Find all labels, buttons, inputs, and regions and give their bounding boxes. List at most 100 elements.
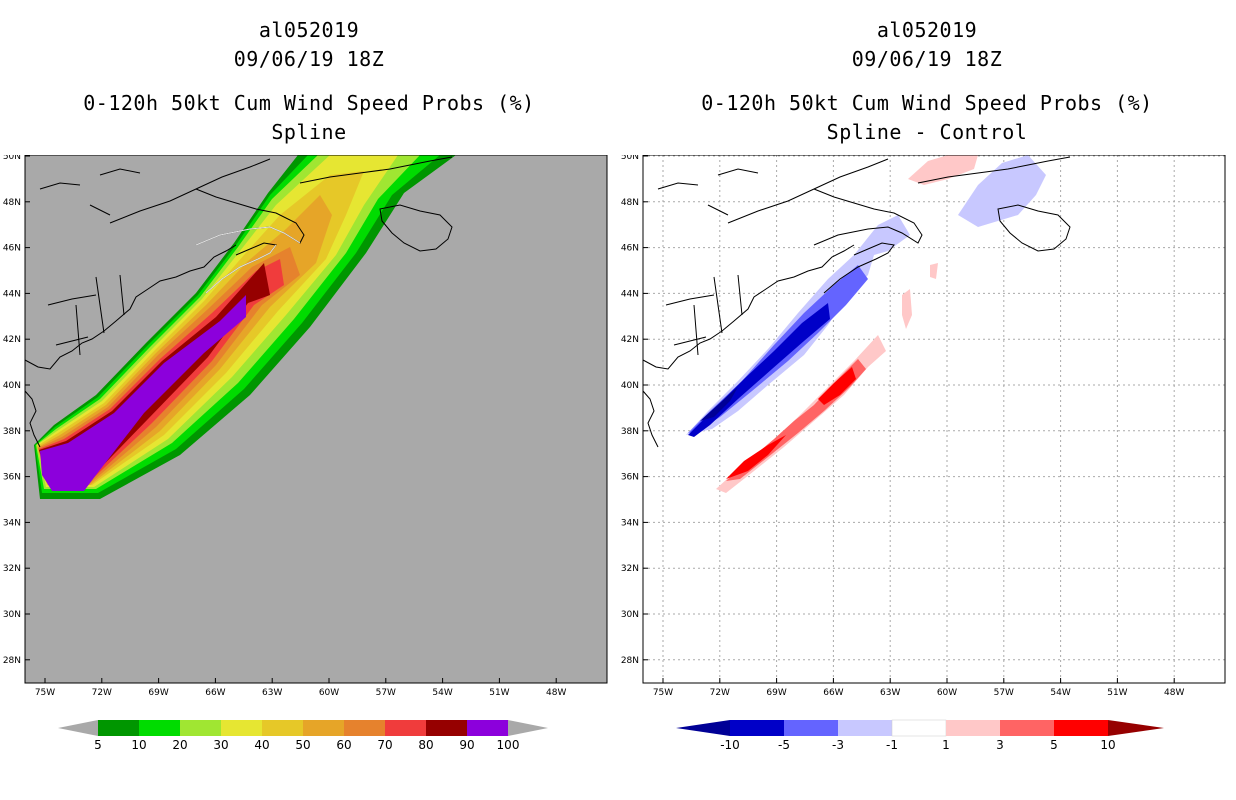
colorbar-box [838,720,892,736]
us-coast [24,244,237,370]
colorbar-label: 100 [497,738,520,752]
map-frame [642,155,1226,684]
map-frame [24,155,608,684]
lon-label: 72W [92,688,112,698]
lat-label: 46N [3,244,21,254]
colorbar-arrow-right [1108,720,1164,736]
colorbar-box [1000,720,1054,736]
lon-label: 63W [880,688,900,698]
lat-label: 40N [621,381,639,391]
colorbar-box [303,720,344,736]
lat-label: 44N [621,289,639,299]
colorbar-label: -1 [886,738,898,752]
lat-axis: 50N 48N 46N 44N 42N 40N 38N 36N 34N 32N 30N 28N [621,155,648,666]
lat-label: 28N [3,656,21,666]
colorbar-label: 30 [213,738,228,752]
lat-label: 50N [3,155,21,162]
lon-label: 63W [262,688,282,698]
colorbar-arrow-left [58,720,98,736]
probability-map: 50N 48N 46N 44N 42N 40N 38N 36N 34N 32N 30N 28N 75W… [3,155,608,698]
storm-id-title: al052019 [876,18,978,42]
method-title: Spline - Control [826,120,1028,144]
colorbar-label: 60 [336,738,351,752]
lat-label: 48N [621,198,639,208]
colorbar-box [221,720,262,736]
lon-label: 57W [376,688,396,698]
lon-label: 75W [35,688,55,698]
lon-label: 75W [653,688,673,698]
colorbar-label: 10 [131,738,146,752]
colorbar-box [344,720,385,736]
lat-label: 42N [3,335,21,345]
canada-interior [39,168,141,216]
lat-label: 44N [3,289,21,299]
colorbar-box [946,720,1000,736]
colorbar-label: 10 [1100,738,1115,752]
coastlines [642,156,1071,448]
colorbar-label: -10 [720,738,740,752]
product-title: 0-120h 50kt Cum Wind Speed Probs (%) [701,91,1153,115]
difference-map: 50N 48N 46N 44N 42N 40N 38N 36N 34N 32N 30N 28N 75W… [621,155,1226,698]
negative-1-north [958,155,1046,227]
colorbar-label: 50 [295,738,310,752]
colorbar-box [467,720,508,736]
positive-5 [726,435,786,479]
lat-label: 36N [3,473,21,483]
datetime-title: 09/06/19 18Z [233,47,385,71]
left-panel: al052019 09/06/19 18Z 0-120h 50kt Cum Wi… [3,18,608,752]
lat-label: 32N [621,564,639,574]
lat-label: 38N [621,427,639,437]
colorbar-box [139,720,180,736]
lat-label: 34N [621,518,639,528]
colorbar-box [385,720,426,736]
lon-label: 54W [432,688,452,698]
lat-axis: 50N 48N 46N 44N 42N 40N 38N 36N 34N 32N 30N 28N [3,155,30,666]
lon-label: 48W [546,688,566,698]
labrador [299,156,453,184]
datetime-title: 09/06/19 18Z [851,47,1003,71]
lat-label: 34N [3,518,21,528]
colorbar-box [180,720,221,736]
lon-label: 51W [1107,688,1127,698]
colorbar-label: -5 [778,738,790,752]
difference-colorbar: -10 -5 -3 -1 1 3 5 10 [676,719,1164,752]
lon-label: 72W [710,688,730,698]
lon-label: 48W [1164,688,1184,698]
colorbar-label: 80 [418,738,433,752]
lon-label: 60W [937,688,957,698]
lon-label: 69W [148,688,168,698]
lon-label: 51W [489,688,509,698]
lat-label: 30N [621,610,639,620]
dotted-grid [643,155,1225,683]
lat-label: 30N [3,610,21,620]
lat-label: 50N [621,155,639,162]
colorbar-box [426,720,467,736]
lat-label: 40N [3,381,21,391]
probability-colorbar: 5 10 20 30 40 50 60 70 80 90 100 [58,720,548,752]
colorbar-box [730,720,784,736]
right-panel: al052019 09/06/19 18Z 0-120h 50kt Cum Wi… [618,0,1236,800]
storm-id-title: al052019 [258,18,360,42]
lon-label: 66W [823,688,843,698]
lon-label: 54W [1050,688,1070,698]
lon-label: 69W [766,688,786,698]
lat-label: 32N [3,564,21,574]
lat-label: 48N [3,198,21,208]
colorbar-box [262,720,303,736]
colorbar-label: 70 [377,738,392,752]
coastlines-highlight [195,226,301,294]
swath-100 [40,295,246,491]
colorbar-box [98,720,139,736]
negative-10 [700,387,738,421]
colorbar-label: 3 [996,738,1004,752]
st-lawrence [109,158,271,224]
lon-label: 60W [319,688,339,698]
positive-1-mid [902,289,912,329]
colorbar-box [784,720,838,736]
product-title: 0-120h 50kt Cum Wind Speed Probs (%) [83,91,535,115]
lat-label: 38N [3,427,21,437]
lat-label: 28N [621,656,639,666]
method-title: Spline [271,120,347,144]
colorbar-label: 1 [942,738,950,752]
newfoundland [379,204,453,252]
